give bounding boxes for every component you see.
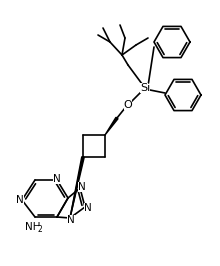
Text: N: N (67, 215, 75, 225)
Text: NH: NH (25, 222, 41, 232)
Polygon shape (105, 117, 118, 135)
Text: N: N (84, 203, 92, 213)
Text: O: O (124, 100, 132, 110)
Text: N: N (78, 182, 86, 192)
Text: 2: 2 (38, 226, 42, 235)
Text: N: N (53, 174, 61, 184)
Text: Si: Si (140, 83, 150, 93)
Polygon shape (70, 157, 84, 218)
Text: N: N (16, 195, 24, 205)
